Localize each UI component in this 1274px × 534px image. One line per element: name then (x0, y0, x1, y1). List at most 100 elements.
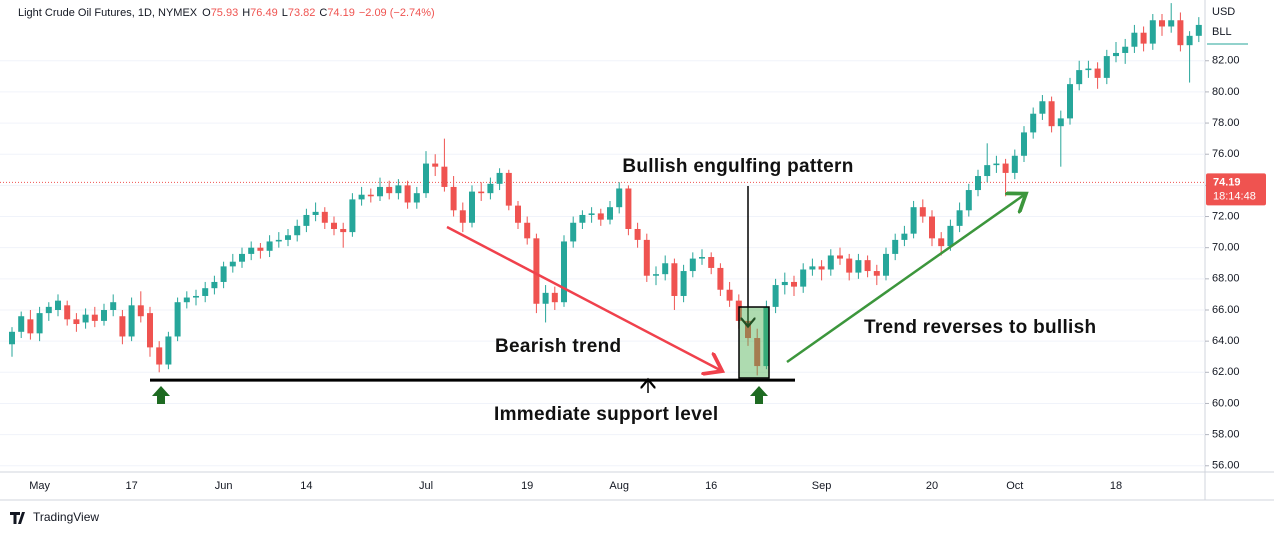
candle-body (377, 186, 383, 197)
candle-body (616, 188, 623, 208)
candle-body (892, 239, 899, 254)
candle-body (938, 238, 945, 247)
brand-logo (10, 512, 25, 524)
candle-body (993, 163, 1000, 166)
candle-body (211, 281, 218, 289)
candle-body (910, 207, 917, 234)
candle-body (331, 222, 337, 229)
candle-body (1039, 101, 1046, 114)
candle-body (119, 316, 126, 337)
candle-body (542, 292, 549, 304)
candle-body (294, 225, 301, 236)
header-value: 75.93 (211, 7, 239, 19)
candle-body (800, 269, 807, 287)
x-tick-label: 16 (705, 480, 717, 492)
candle-body (147, 313, 153, 348)
header-key: L (282, 7, 288, 19)
candle-body (1140, 32, 1147, 44)
candle-body (855, 260, 862, 273)
last-price-label: 74.19 (1213, 176, 1241, 188)
candle-body (561, 241, 567, 303)
candle-body (1067, 84, 1073, 119)
candle-body (183, 297, 190, 303)
candle-body (1149, 20, 1156, 44)
candle-body (515, 205, 521, 223)
candle-body (266, 241, 273, 251)
header-value: 73.82 (288, 7, 316, 19)
candle-body (708, 257, 715, 268)
candle-body (1011, 155, 1018, 173)
candle-body (781, 281, 788, 286)
candle-body (312, 211, 319, 215)
reversal-annotation: Trend reverses to bullish (864, 317, 1096, 338)
x-tick-label: Jul (419, 480, 433, 492)
candle-body (36, 313, 43, 334)
y-tick-label: 64.00 (1212, 335, 1240, 347)
candle-body (1186, 35, 1193, 46)
candle-body (367, 194, 374, 197)
header-value: 74.19 (327, 7, 355, 19)
candle-body (570, 222, 577, 242)
candle-body (846, 258, 853, 273)
x-tick-label: 17 (125, 480, 137, 492)
y-tick-label: 60.00 (1212, 397, 1240, 409)
candle-body (947, 225, 954, 247)
candle-body (1030, 113, 1037, 133)
candle-body (27, 319, 34, 334)
header-key: H (242, 7, 250, 19)
candle-body (386, 186, 393, 194)
y-tick-label: 62.00 (1212, 366, 1240, 378)
y-tick-label: 72.00 (1212, 210, 1240, 222)
candle-body (1094, 68, 1101, 78)
candle-body (321, 211, 328, 223)
candle-body (1085, 68, 1092, 71)
x-tick-label: Aug (609, 480, 629, 492)
candle-body (772, 285, 779, 307)
candle-body (919, 207, 926, 217)
candle-body (55, 300, 61, 310)
candle-body (349, 199, 356, 233)
candle-body (156, 347, 163, 365)
candle-body (763, 306, 770, 367)
y-tick-label: 80.00 (1212, 86, 1240, 98)
x-tick-label: Oct (1006, 480, 1023, 492)
candle-body (18, 316, 25, 332)
bearish-annotation: Bearish trend (495, 336, 621, 357)
candle-body (285, 235, 291, 240)
low-arrow (152, 386, 170, 404)
candle-body (505, 172, 512, 206)
candle-body (9, 331, 15, 345)
candle-body (358, 194, 365, 200)
candle-body (818, 266, 825, 270)
candle-body (956, 210, 963, 226)
candle-body (64, 305, 71, 320)
candle-body (873, 271, 880, 276)
indicator-label: BLL (1212, 26, 1232, 38)
candle-body (110, 302, 117, 310)
header-title: Light Crude Oil Futures, 1D, NYMEX (18, 7, 198, 19)
candle-body (1021, 132, 1027, 156)
candle-body (496, 172, 503, 184)
candle-body (864, 260, 871, 272)
candle-body (929, 216, 935, 239)
candle-body (533, 238, 540, 304)
candle-body (395, 185, 402, 194)
x-tick-label: May (29, 480, 50, 492)
candle-body (827, 255, 834, 270)
candle-body (1159, 20, 1165, 27)
candle-body (680, 271, 687, 296)
candle-body (662, 263, 669, 275)
candle-body (404, 185, 411, 203)
header-key: C (319, 7, 327, 19)
candle-body (413, 193, 420, 203)
y-tick-label: 58.00 (1212, 429, 1240, 441)
candle-body (45, 306, 52, 314)
candle-body (597, 213, 604, 220)
candle-body (671, 263, 678, 296)
candle-body (607, 207, 613, 220)
last-price-badge (1206, 173, 1266, 206)
candle-body (257, 247, 264, 251)
y-tick-label: 66.00 (1212, 304, 1240, 316)
